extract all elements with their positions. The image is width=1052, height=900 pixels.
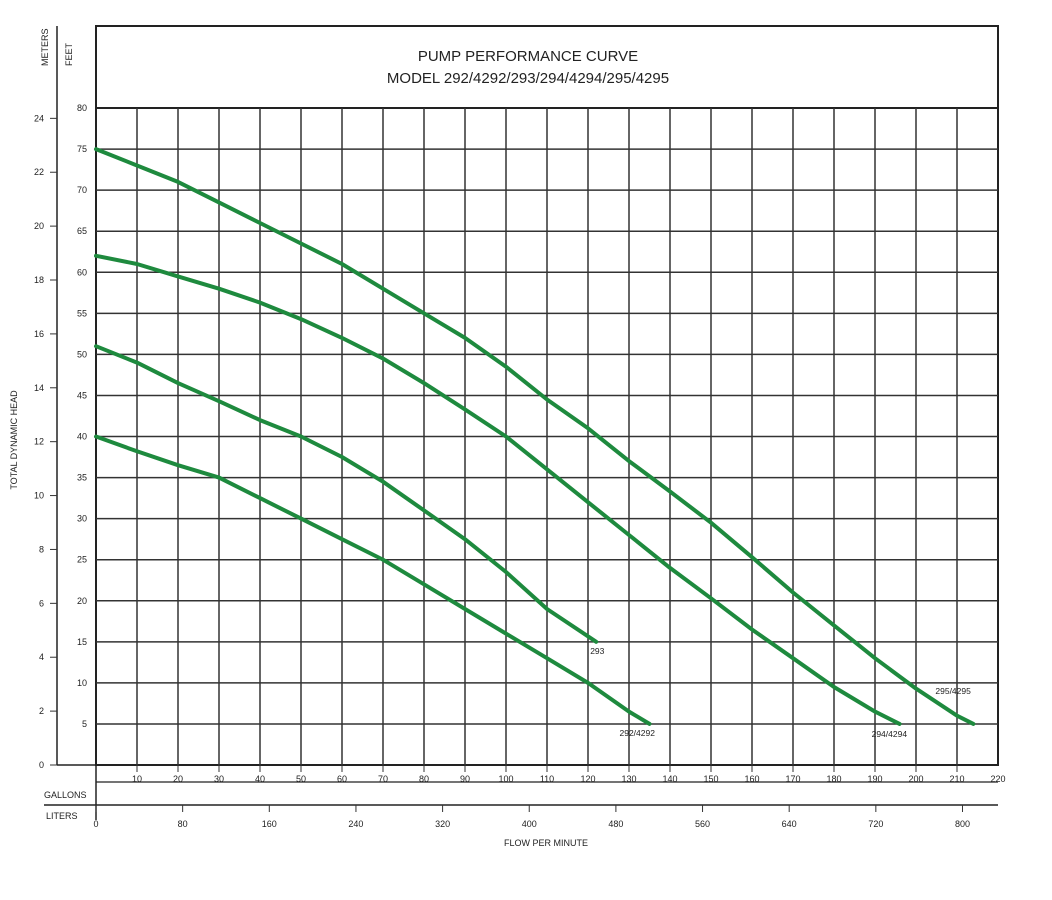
x-tick-gallons: 220 — [990, 774, 1005, 784]
y-tick-feet: 25 — [77, 555, 87, 565]
performance-curves: 292/4292 293 294/4294 295/4295 — [94, 147, 976, 739]
x-tick-liters: 240 — [348, 819, 363, 829]
x-tick-gallons: 190 — [867, 774, 882, 784]
y-tick-feet: 45 — [77, 390, 87, 400]
x-unit-liters: LITERS — [46, 811, 78, 821]
x-tick-liters: 560 — [695, 819, 710, 829]
y-tick-meters: 12 — [34, 437, 44, 447]
x-tick-liters: 480 — [608, 819, 623, 829]
y-tick-meters: 20 — [34, 221, 44, 231]
y-axis-title: TOTAL DYNAMIC HEAD — [9, 390, 19, 490]
x-tick-gallons: 60 — [337, 774, 347, 784]
y-tick-feet: 5 — [82, 719, 87, 729]
x-tick-liters: 800 — [955, 819, 970, 829]
x-axis-title: FLOW PER MINUTE — [504, 838, 588, 848]
x-tick-liters: 160 — [262, 819, 277, 829]
y-tick-meters: 0 — [39, 760, 44, 770]
y-tick-meters: 4 — [39, 652, 44, 662]
x-tick-gallons: 40 — [255, 774, 265, 784]
x-tick-gallons: 100 — [498, 774, 513, 784]
y-tick-feet: 60 — [77, 267, 87, 277]
x-tick-gallons: 20 — [173, 774, 183, 784]
x-tick-gallons: 210 — [949, 774, 964, 784]
x-unit-gallons: GALLONS — [44, 790, 87, 800]
x-tick-liters: 400 — [522, 819, 537, 829]
y-tick-feet: 55 — [77, 308, 87, 318]
y-tick-meters: 14 — [34, 383, 44, 393]
y-tick-meters: 10 — [34, 491, 44, 501]
x-tick-gallons: 140 — [662, 774, 677, 784]
y-tick-feet: 50 — [77, 349, 87, 359]
curve-295-4295 — [94, 147, 976, 726]
y-unit-feet: FEET — [64, 42, 74, 66]
y-tick-meters: 2 — [39, 706, 44, 716]
x-tick-gallons: 170 — [785, 774, 800, 784]
curve-label: 294/4294 — [872, 729, 908, 739]
curve-292-4292 — [94, 434, 652, 726]
x-tick-gallons: 30 — [214, 774, 224, 784]
y-tick-meters: 16 — [34, 329, 44, 339]
curve-293 — [94, 344, 599, 644]
y-tick-feet: 75 — [77, 144, 87, 154]
chart-subtitle: MODEL 292/4292/293/294/4294/295/4295 — [387, 70, 669, 87]
y-tick-meters: 22 — [34, 167, 44, 177]
curve-label: 293 — [590, 646, 604, 656]
x-tick-gallons: 160 — [744, 774, 759, 784]
x-tick-gallons: 150 — [703, 774, 718, 784]
x-tick-gallons: 200 — [908, 774, 923, 784]
chart-title: PUMP PERFORMANCE CURVE — [418, 48, 638, 65]
x-tick-gallons: 90 — [460, 774, 470, 784]
y-tick-feet: 80 — [77, 103, 87, 113]
x-tick-gallons: 180 — [826, 774, 841, 784]
x-tick-gallons: 50 — [296, 774, 306, 784]
tick-labels: 5101520253035404550556065707580024681012… — [34, 103, 1006, 829]
curve-label: 292/4292 — [620, 728, 656, 738]
grid-lines — [96, 108, 998, 772]
curve-label: 295/4295 — [935, 686, 971, 696]
y-unit-meters: METERS — [40, 28, 50, 66]
y-tick-feet: 40 — [77, 432, 87, 442]
x-tick-gallons: 10 — [132, 774, 142, 784]
y-tick-feet: 70 — [77, 185, 87, 195]
x-tick-gallons: 110 — [540, 774, 554, 784]
x-tick-gallons: 130 — [621, 774, 636, 784]
x-tick-liters: 0 — [93, 819, 98, 829]
y-tick-meters: 8 — [39, 544, 44, 554]
x-tick-gallons: 120 — [580, 774, 595, 784]
y-tick-meters: 18 — [34, 275, 44, 285]
y-tick-meters: 6 — [39, 598, 44, 608]
y-tick-feet: 15 — [77, 637, 87, 647]
y-tick-feet: 20 — [77, 596, 87, 606]
curve-294-4294 — [94, 253, 902, 726]
x-tick-gallons: 70 — [378, 774, 388, 784]
y-tick-meters: 24 — [34, 113, 44, 123]
x-tick-liters: 320 — [435, 819, 450, 829]
y-tick-feet: 10 — [77, 678, 87, 688]
x-tick-gallons: 80 — [419, 774, 429, 784]
x-tick-liters: 640 — [782, 819, 797, 829]
y-tick-feet: 30 — [77, 514, 87, 524]
x-tick-liters: 720 — [868, 819, 883, 829]
y-tick-feet: 35 — [77, 473, 87, 483]
y-tick-feet: 65 — [77, 226, 87, 236]
x-tick-liters: 80 — [178, 819, 188, 829]
